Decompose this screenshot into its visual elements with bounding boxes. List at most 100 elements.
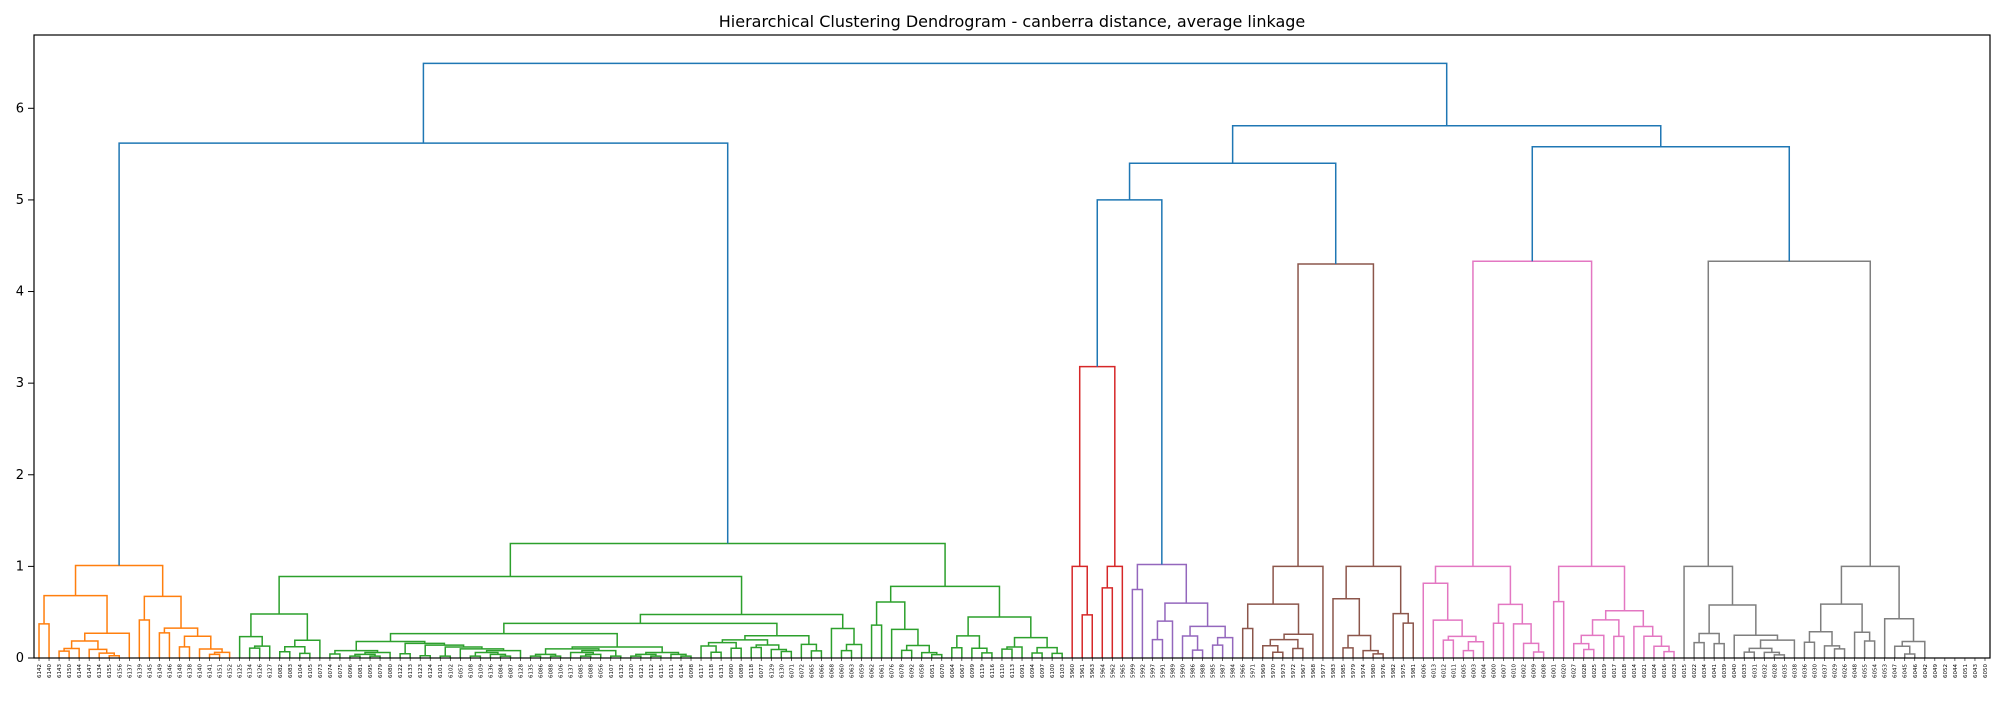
leaf-label: 6032 bbox=[1762, 664, 1768, 678]
dendrogram-link bbox=[1819, 603, 1863, 633]
leaf-label: 6103 bbox=[1060, 664, 1066, 678]
dendrogram-link bbox=[549, 655, 562, 658]
leaf-label: 6121 bbox=[639, 664, 645, 678]
leaf-label: 6137 bbox=[127, 664, 133, 678]
leaf-label: 6139 bbox=[137, 664, 143, 678]
leaf-label: 6138 bbox=[187, 664, 193, 678]
dendrogram-link bbox=[422, 62, 1448, 144]
dendrogram-link bbox=[1231, 124, 1662, 164]
dendrogram-link bbox=[1708, 604, 1757, 636]
leaf-label: 6152 bbox=[228, 664, 234, 678]
leaf-label: 6116 bbox=[990, 664, 996, 678]
leaf-label: 6073 bbox=[318, 664, 324, 678]
dendrogram-link bbox=[610, 655, 622, 658]
leaf-label: 6134 bbox=[248, 664, 254, 678]
dendrogram-link bbox=[1402, 622, 1414, 658]
leaf-label: 5988 bbox=[1201, 664, 1207, 678]
leaf-label: 6078 bbox=[900, 664, 906, 678]
dendrogram-link bbox=[485, 649, 522, 658]
leaf-label: 6088 bbox=[549, 664, 555, 678]
dendrogram-link bbox=[278, 575, 743, 615]
leaf-label: 6140 bbox=[198, 664, 204, 678]
leaf-label: 6079 bbox=[378, 664, 384, 678]
leaf-label: 5970 bbox=[1271, 664, 1277, 678]
dendrogram-link bbox=[183, 635, 212, 650]
dendrogram-link bbox=[178, 646, 191, 658]
dendrogram-link bbox=[931, 653, 943, 658]
dendrogram-link bbox=[58, 650, 70, 658]
y-tick-label: 0 bbox=[16, 651, 24, 666]
y-tick-label: 2 bbox=[16, 468, 24, 483]
leaf-label: 5971 bbox=[1251, 664, 1257, 678]
leaf-label: 5987 bbox=[1221, 664, 1227, 678]
dendrogram-link bbox=[1096, 199, 1163, 565]
leaf-label: 6006 bbox=[1421, 664, 1427, 678]
leaf-label: 6129 bbox=[769, 664, 775, 678]
leaf-label: 5992 bbox=[1140, 664, 1146, 678]
leaf-label: 6107 bbox=[609, 664, 615, 678]
dendrogram-link bbox=[364, 651, 391, 658]
leaf-label: 6086 bbox=[539, 664, 545, 678]
dendrogram-link bbox=[334, 649, 379, 654]
leaf-label: 6082 bbox=[278, 664, 284, 678]
leaf-label: 6106 bbox=[559, 664, 565, 678]
leaf-label: 6147 bbox=[87, 664, 93, 678]
dendrogram-link bbox=[1131, 588, 1144, 658]
dendrogram-link bbox=[1191, 649, 1204, 658]
leaf-label: 6007 bbox=[1502, 664, 1508, 678]
y-tick-label: 4 bbox=[16, 285, 24, 300]
leaf-label: 6024 bbox=[1652, 664, 1658, 678]
y-tick-label: 1 bbox=[16, 559, 24, 574]
leaf-label: 6090 bbox=[729, 664, 735, 678]
dendrogram-link bbox=[810, 650, 823, 658]
dendrogram-link bbox=[43, 594, 108, 634]
leaf-label: 6003 bbox=[1471, 664, 1477, 678]
dendrogram-link bbox=[439, 655, 452, 658]
leaf-label: 6092 bbox=[910, 664, 916, 678]
dendrogram-link bbox=[920, 651, 938, 658]
leaf-label: 6135 bbox=[529, 664, 535, 678]
leaf-label: 6018 bbox=[1622, 664, 1628, 678]
leaf-label: 6084 bbox=[498, 664, 504, 678]
leaf-label: 5979 bbox=[1351, 664, 1357, 678]
leaf-label: 6026 bbox=[1843, 664, 1849, 678]
leaf-label: 6029 bbox=[1833, 664, 1839, 678]
dendrogram-link bbox=[1693, 641, 1705, 658]
leaf-label: 6051 bbox=[1963, 664, 1969, 678]
leaf-label: 6100 bbox=[1050, 664, 1056, 678]
dendrogram-link bbox=[750, 646, 762, 658]
leaf-label: 6081 bbox=[358, 664, 364, 678]
dendrogram-link bbox=[279, 651, 291, 658]
leaf-label: 6136 bbox=[488, 664, 494, 678]
dendrogram-link bbox=[74, 564, 164, 597]
leaf-label: 6146 bbox=[167, 664, 173, 678]
dendrogram-link bbox=[1292, 647, 1304, 658]
dendrogram-link bbox=[1643, 635, 1663, 658]
leaf-label: 6009 bbox=[1532, 664, 1538, 678]
leaf-label: 5983 bbox=[1331, 664, 1337, 678]
dendrogram-link bbox=[1246, 603, 1300, 635]
leaf-label: 6042 bbox=[1923, 664, 1929, 678]
dendrogram-link bbox=[730, 647, 742, 658]
leaf-label: 6087 bbox=[508, 664, 514, 678]
leaf-label: 5969 bbox=[1261, 664, 1267, 678]
leaf-label: 6118 bbox=[749, 664, 755, 678]
dendrogram-link bbox=[1332, 598, 1361, 658]
dendrogram-link bbox=[1663, 650, 1675, 658]
dendrogram-link bbox=[1707, 260, 1872, 567]
dendrogram-link bbox=[956, 635, 981, 649]
leaf-label: 5967 bbox=[1301, 664, 1307, 678]
dendrogram-link bbox=[1422, 582, 1449, 658]
leaf-label: 6156 bbox=[117, 664, 123, 678]
leaf-label: 6125 bbox=[238, 664, 244, 678]
leaf-label: 6051 bbox=[930, 664, 936, 678]
chart-title: Hierarchical Clustering Dendrogram - can… bbox=[719, 12, 1306, 31]
leaf-label: 5997 bbox=[1150, 664, 1156, 678]
dendrogram-link bbox=[1051, 652, 1063, 658]
leaf-label: 6036 bbox=[1802, 664, 1808, 678]
leaf-label: 5986 bbox=[1191, 664, 1197, 678]
dendrogram-link bbox=[1604, 610, 1645, 627]
dendrogram-link bbox=[138, 619, 151, 658]
dendrogram-link bbox=[419, 655, 431, 658]
